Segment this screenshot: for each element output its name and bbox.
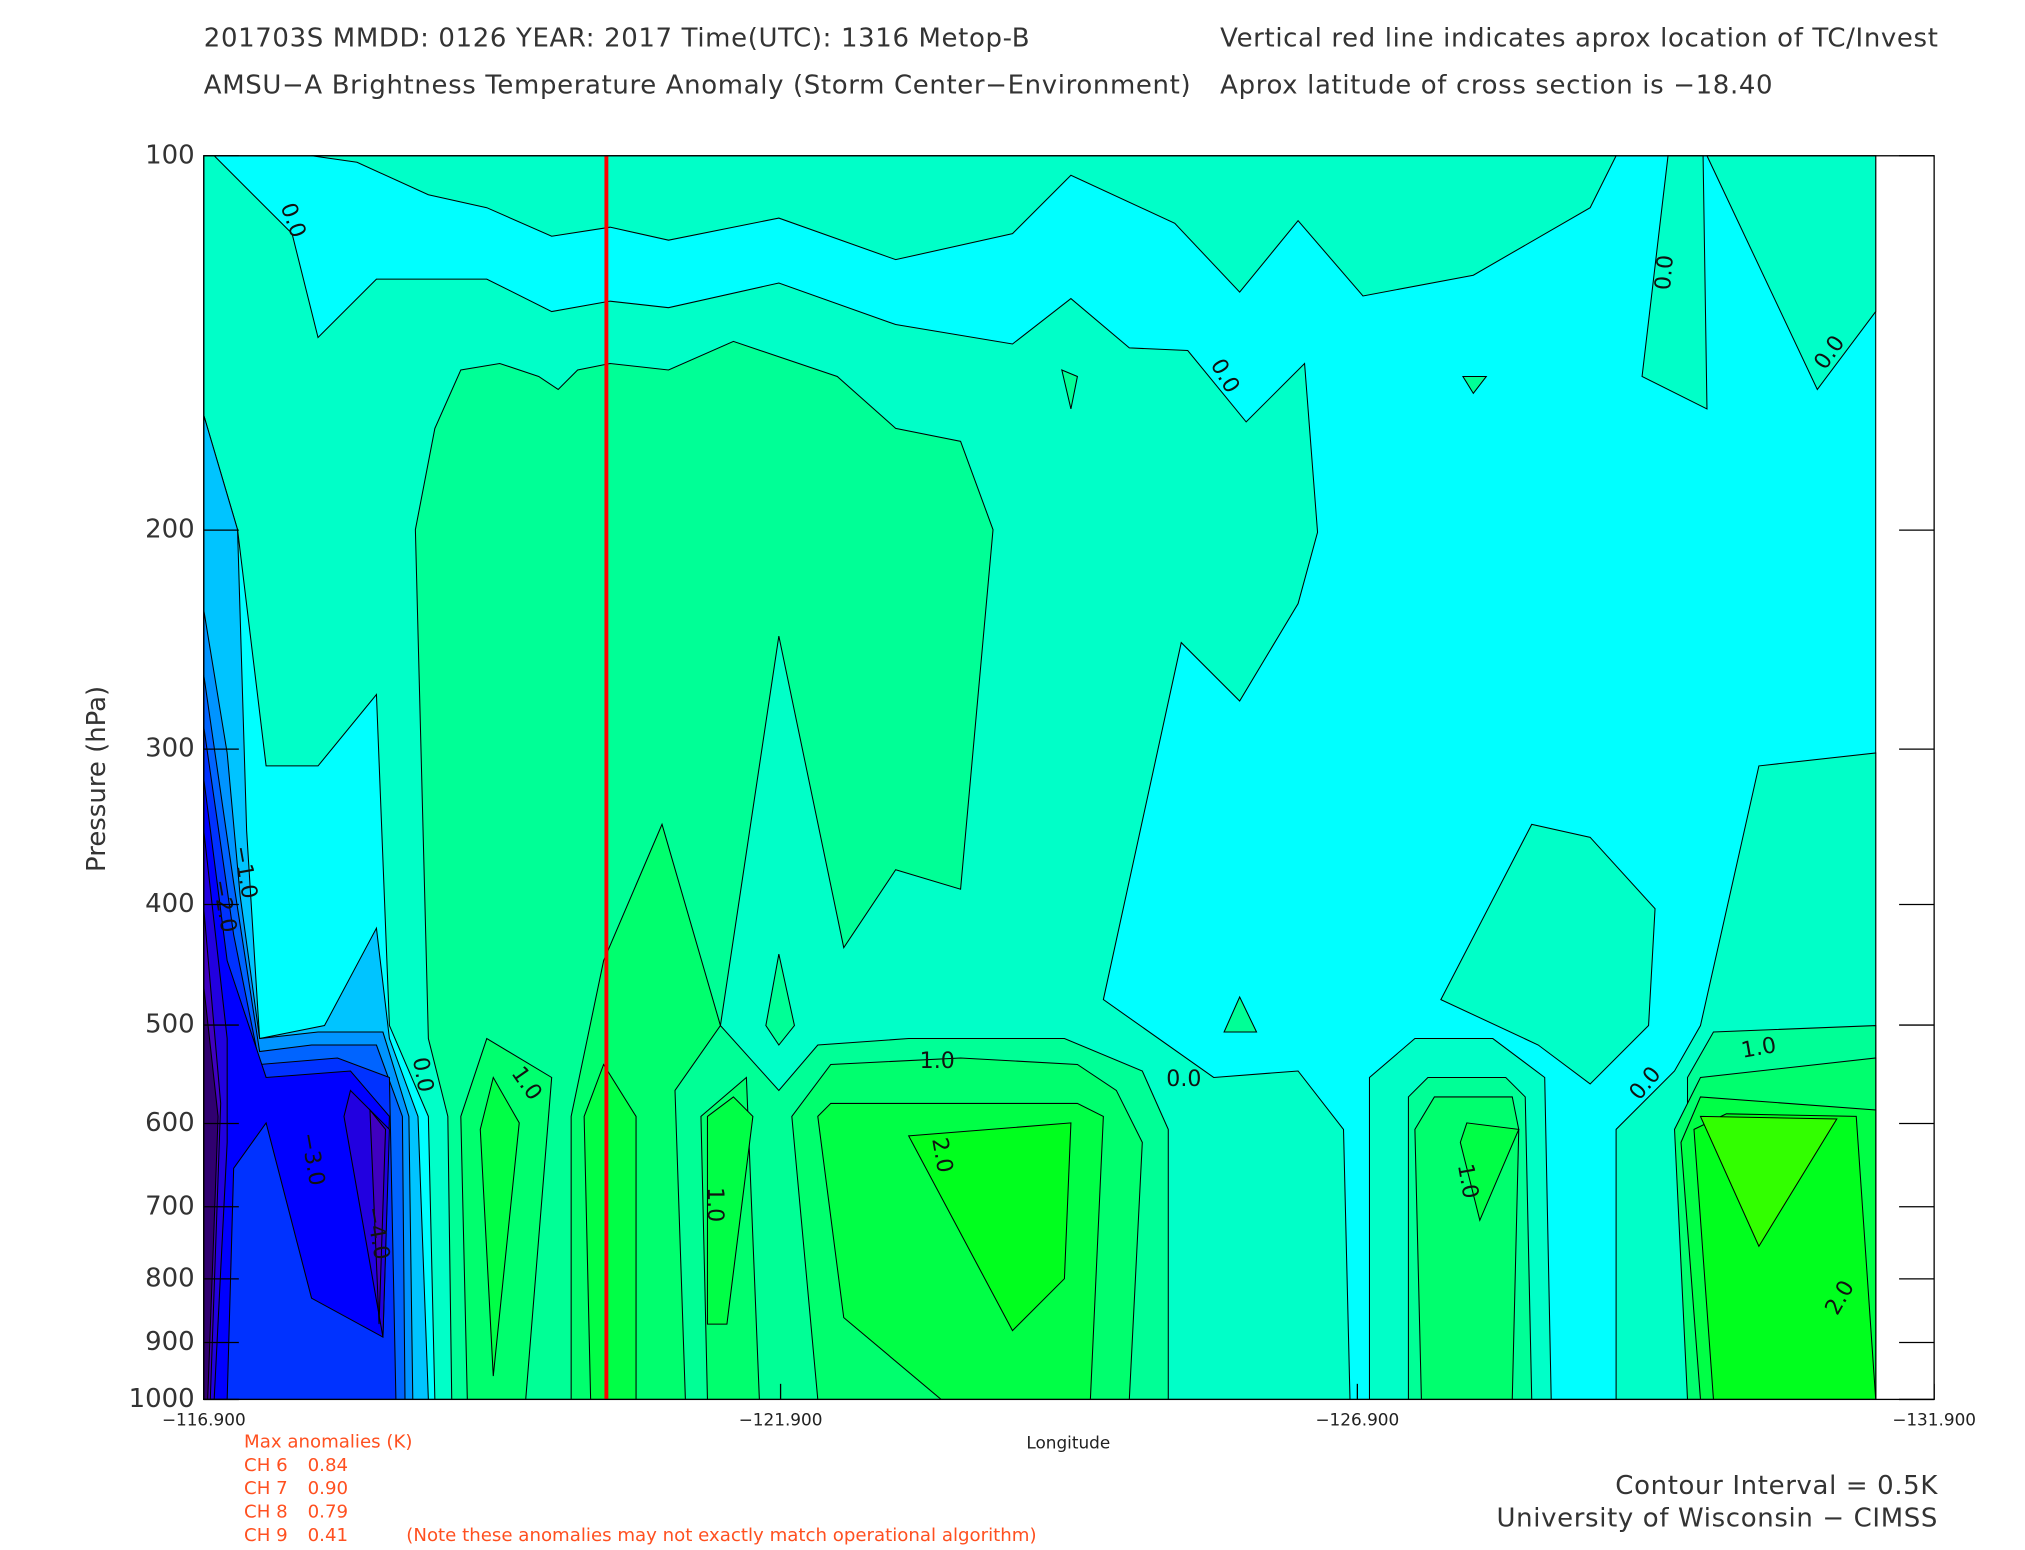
contour-region (706, 1096, 754, 1325)
note: Aprox latitude of cross section is −18.4… (1220, 70, 1773, 100)
channel-name: CH 9 (244, 1525, 288, 1546)
contour-region (583, 1063, 637, 1400)
contour-region (1061, 369, 1078, 410)
contour-region (1699, 1115, 1838, 1248)
plot-area (203, 155, 1877, 1400)
y-tick-label: 900 (145, 1327, 195, 1357)
x-tick-label: −126.900 (1315, 1409, 1399, 1429)
anomalies-note: (Note these anomalies may not exactly ma… (406, 1525, 1036, 1546)
contour-region (479, 1076, 520, 1377)
x-axis-label: Longitude (1026, 1433, 1110, 1453)
channel-name: CH 7 (244, 1478, 288, 1499)
contour-region (1459, 1122, 1520, 1222)
contour-region (369, 1108, 387, 1325)
y-tick-label: 200 (145, 515, 195, 545)
channel-name: CH 8 (244, 1502, 288, 1523)
y-tick-label: 500 (145, 1010, 195, 1040)
contour-interval: Contour Interval = 0.5K (1615, 1471, 1938, 1501)
contour-region (907, 1122, 1072, 1332)
contour-label: 1.0 (1452, 1162, 1483, 1201)
y-tick-label: 600 (145, 1108, 195, 1138)
contour-label: 0.0 (1166, 1067, 1201, 1092)
channel-name: CH 6 (244, 1455, 288, 1476)
contour-region (1462, 375, 1488, 395)
contour-label: 1.0 (702, 1187, 727, 1222)
contour-region (1223, 995, 1258, 1033)
contour-label: 0.0 (407, 1055, 438, 1094)
channel-value: 0.84 (308, 1455, 348, 1476)
plot-frame (203, 155, 1935, 1401)
chart-subtitle: AMSU−A Brightness Temperature Anomaly (S… (204, 70, 1191, 100)
contour-region (311, 155, 1617, 297)
x-tick-label: −116.900 (162, 1409, 246, 1429)
contour-region (1440, 823, 1656, 1085)
y-tick-label: 1000 (129, 1384, 195, 1414)
y-tick-label: 700 (145, 1191, 195, 1221)
contour-label: 1.0 (1739, 1033, 1778, 1064)
x-tick-label: −121.900 (739, 1409, 823, 1429)
contour-region (765, 954, 795, 1046)
note: Vertical red line indicates aprox locati… (1220, 24, 1938, 54)
chart-title: 201703S MMDD: 0126 YEAR: 2017 Time(UTC):… (204, 24, 1030, 54)
y-tick-label: 100 (145, 140, 195, 170)
channel-value: 0.90 (308, 1478, 348, 1499)
y-tick-label: 300 (145, 734, 195, 764)
contour-label: 0.0 (1651, 254, 1679, 291)
contour-label: 1.0 (920, 1049, 955, 1074)
contour-label: 2.0 (926, 1136, 957, 1175)
channel-value: 0.41 (308, 1525, 348, 1546)
credit: University of Wisconsin − CIMSS (1497, 1504, 1939, 1534)
x-tick-label: −131.900 (1892, 1409, 1976, 1429)
channel-value: 0.79 (308, 1502, 348, 1523)
y-axis-label: Pressure (hPa) (82, 686, 112, 872)
y-tick-label: 800 (145, 1263, 195, 1293)
y-tick-label: 400 (145, 889, 195, 919)
anomalies-title: Max anomalies (K) (244, 1431, 412, 1452)
